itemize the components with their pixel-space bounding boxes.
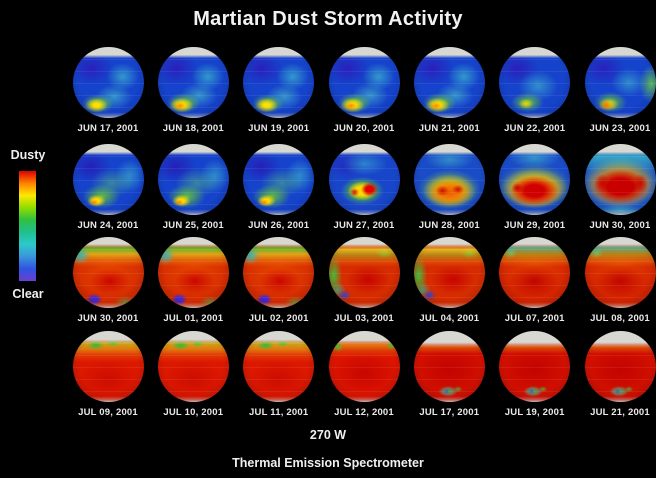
globe-date-label: JUN 30, 2001 xyxy=(589,220,651,231)
mars-globe-panel: JUN 24, 2001 xyxy=(65,144,151,231)
globe-date-label: JUN 17, 2001 xyxy=(77,123,139,134)
colorbar-clear-label: Clear xyxy=(12,287,44,301)
mars-globe-panel: JUN 18, 2001 xyxy=(150,47,236,134)
mars-globe-panel: JUL 09, 2001 xyxy=(65,331,151,418)
mars-globe-image xyxy=(413,47,485,118)
mars-globe-panel: JUL 21, 2001 xyxy=(577,331,656,418)
globe-date-label: JUN 28, 2001 xyxy=(418,220,480,231)
mars-globe-image xyxy=(328,47,400,118)
mars-globe-panel: JUN 17, 2001 xyxy=(65,47,151,134)
mars-globe-image xyxy=(157,331,229,402)
globe-date-label: JUN 26, 2001 xyxy=(248,220,310,231)
globe-date-label: JUN 30, 2001 xyxy=(77,313,139,324)
globe-date-label: JUL 19, 2001 xyxy=(504,407,565,418)
mars-globe-panel: JUN 23, 2001 xyxy=(577,47,656,134)
colorbar-dusty-label: Dusty xyxy=(10,148,46,162)
mars-globe-panel: JUN 30, 2001 xyxy=(65,237,151,324)
mars-globe-panel: JUN 22, 2001 xyxy=(492,47,578,134)
colorbar xyxy=(19,171,36,281)
mars-globe-panel: JUL 11, 2001 xyxy=(236,331,322,418)
globe-date-label: JUL 01, 2001 xyxy=(163,313,224,324)
mars-globe-panel: JUN 19, 2001 xyxy=(236,47,322,134)
mars-globe-image xyxy=(72,331,144,402)
mars-globe-image xyxy=(328,144,400,215)
mars-globe-image xyxy=(243,47,315,118)
globe-date-label: JUL 09, 2001 xyxy=(78,407,138,418)
globe-date-label: JUN 18, 2001 xyxy=(162,123,224,134)
longitude-label: 270 W xyxy=(309,428,347,442)
mars-globe-panel: JUL 12, 2001 xyxy=(321,331,407,418)
mars-globe-panel: JUL 10, 2001 xyxy=(150,331,236,418)
globe-date-label: JUN 22, 2001 xyxy=(504,123,566,134)
mars-globe-panel: JUN 25, 2001 xyxy=(150,144,236,231)
globe-date-label: JUL 04, 2001 xyxy=(419,313,480,324)
mars-globe-panel: JUL 04, 2001 xyxy=(406,237,492,324)
globe-date-label: JUN 20, 2001 xyxy=(333,123,395,134)
mars-globe-image xyxy=(499,144,571,215)
page-title: Martian Dust Storm Activity xyxy=(193,8,463,30)
globe-date-label: JUL 02, 2001 xyxy=(248,313,309,324)
mars-globe-panel: JUN 29, 2001 xyxy=(492,144,578,231)
mars-globe-image xyxy=(72,237,144,308)
mars-globe-image xyxy=(243,144,315,215)
mars-globe-image xyxy=(413,237,485,308)
globe-date-label: JUN 25, 2001 xyxy=(162,220,224,231)
mars-globe-panel: JUL 17, 2001 xyxy=(406,331,492,418)
globe-date-label: JUL 17, 2001 xyxy=(419,407,480,418)
mars-globe-panel: JUN 26, 2001 xyxy=(236,144,322,231)
globe-date-label: JUL 21, 2001 xyxy=(590,407,650,418)
mars-globe-image xyxy=(499,237,571,308)
mars-globe-panel: JUN 20, 2001 xyxy=(321,47,407,134)
mars-globe-image xyxy=(328,331,400,402)
mars-globe-panel: JUN 30, 2001 xyxy=(577,144,656,231)
mars-globe-image xyxy=(157,144,229,215)
mars-globe-image xyxy=(72,144,144,215)
mars-globe-image xyxy=(413,144,485,215)
globe-date-label: JUL 11, 2001 xyxy=(249,407,309,418)
globe-date-label: JUL 07, 2001 xyxy=(504,313,565,324)
globe-date-label: JUN 21, 2001 xyxy=(418,123,480,134)
mars-globe-panel: JUL 07, 2001 xyxy=(492,237,578,324)
instrument-label: Thermal Emission Spectrometer xyxy=(232,456,424,470)
mars-globe-panel: JUL 02, 2001 xyxy=(236,237,322,324)
mars-globe-image xyxy=(584,47,656,118)
mars-globe-panel: JUN 27, 2001 xyxy=(321,144,407,231)
mars-globe-image xyxy=(584,144,656,215)
globe-date-label: JUL 10, 2001 xyxy=(163,407,224,418)
globe-date-label: JUN 19, 2001 xyxy=(248,123,310,134)
mars-globe-image xyxy=(584,237,656,308)
globe-date-label: JUL 12, 2001 xyxy=(334,407,394,418)
globe-date-label: JUN 27, 2001 xyxy=(333,220,395,231)
mars-globe-panel: JUL 19, 2001 xyxy=(492,331,578,418)
mars-globe-image xyxy=(499,331,571,402)
mars-globe-panel: JUL 03, 2001 xyxy=(321,237,407,324)
mars-globe-image xyxy=(413,331,485,402)
mars-globe-image xyxy=(72,47,144,118)
mars-globe-image xyxy=(157,47,229,118)
mars-globe-panel: JUL 01, 2001 xyxy=(150,237,236,324)
mars-globe-image xyxy=(584,331,656,402)
globe-date-label: JUL 08, 2001 xyxy=(590,313,650,324)
mars-globe-panel: JUN 28, 2001 xyxy=(406,144,492,231)
globe-date-label: JUN 24, 2001 xyxy=(77,220,139,231)
mars-globe-image xyxy=(328,237,400,308)
globe-date-label: JUN 29, 2001 xyxy=(504,220,566,231)
mars-globe-image xyxy=(499,47,571,118)
globe-date-label: JUN 23, 2001 xyxy=(589,123,651,134)
mars-globe-image xyxy=(243,237,315,308)
mars-globe-image xyxy=(243,331,315,402)
mars-globe-panel: JUL 08, 2001 xyxy=(577,237,656,324)
mars-globe-panel: JUN 21, 2001 xyxy=(406,47,492,134)
globe-date-label: JUL 03, 2001 xyxy=(334,313,394,324)
mars-globe-image xyxy=(157,237,229,308)
